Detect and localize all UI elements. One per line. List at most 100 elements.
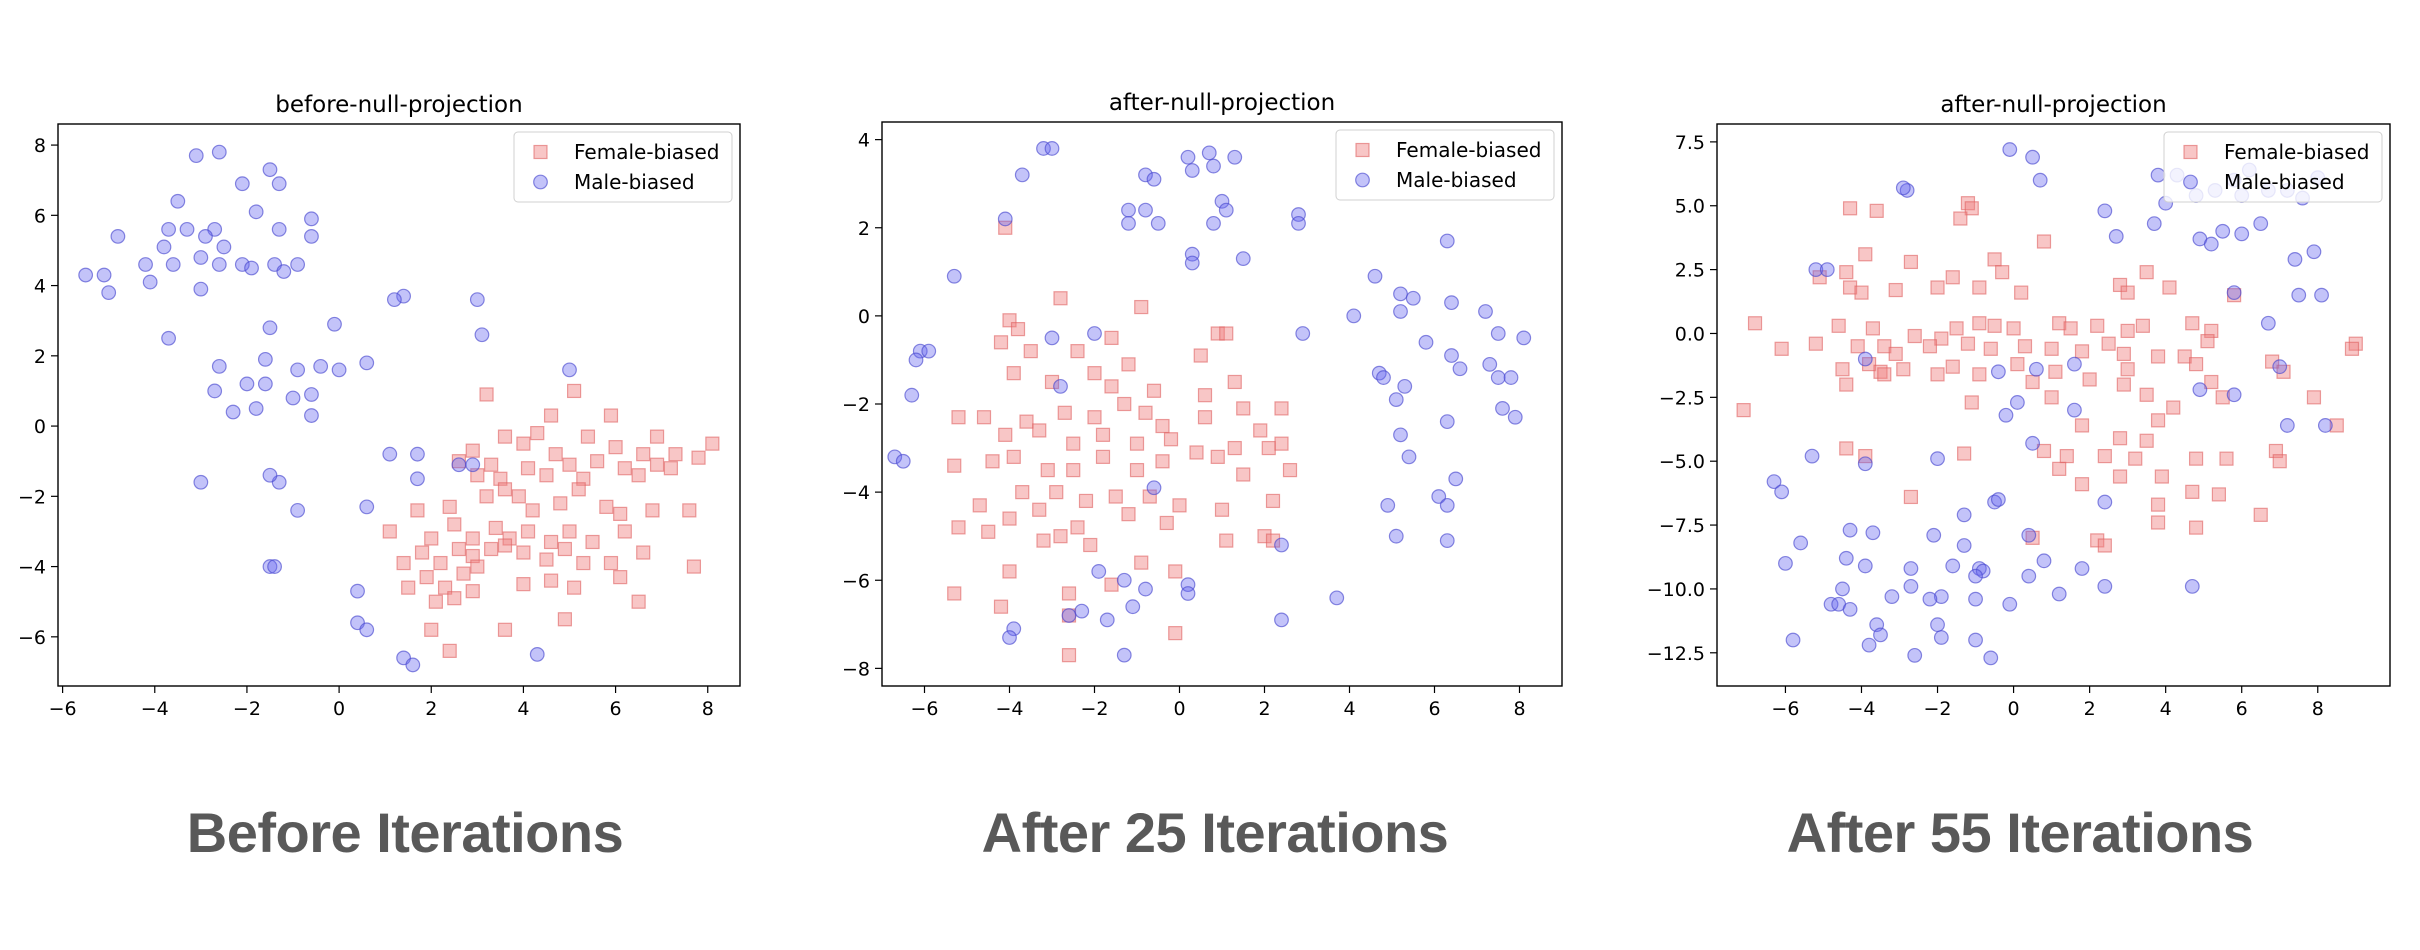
female-biased-point (396, 555, 411, 571)
male-biased-point (2306, 244, 2322, 260)
male-biased-point (1405, 290, 1421, 306)
female-biased-point (691, 450, 706, 465)
female-biased-point (530, 426, 545, 441)
female-biased-point (1044, 374, 1060, 390)
female-biased-point (433, 555, 448, 571)
male-biased-point (1808, 262, 1824, 278)
female-biased-point (1002, 511, 1017, 526)
female-biased-point (2097, 538, 2112, 553)
female-biased-point (1019, 414, 1034, 429)
male-biased-point (1439, 414, 1455, 430)
male-biased-point (2002, 596, 2018, 612)
female-biased-point (2215, 390, 2230, 405)
male-biased-point (179, 221, 195, 237)
female-biased-point (1945, 359, 1960, 374)
male-biased-point (331, 362, 347, 378)
x-tick-label: −2 (1080, 698, 1108, 720)
male-biased-point (1857, 456, 1873, 472)
male-biased-point (2234, 226, 2250, 242)
male-biased-point (1439, 233, 1455, 249)
male-biased-point (1053, 378, 1068, 394)
male-biased-point (1116, 647, 1132, 663)
male-biased-point (1180, 149, 1196, 165)
male-biased-point (1439, 497, 1455, 513)
female-biased-point (1078, 493, 1094, 509)
female-biased-point (548, 447, 563, 462)
female-biased-point (2063, 321, 2078, 336)
x-tick-label: 4 (1343, 698, 1355, 720)
female-biased-point (1197, 388, 1213, 403)
male-biased-point (2051, 586, 2067, 602)
female-biased-point (1095, 449, 1111, 464)
male-biased-point (271, 221, 287, 237)
female-biased-point (1087, 366, 1102, 381)
plot-frame (57, 123, 741, 687)
male-biased-point (1444, 295, 1459, 311)
male-biased-point (1014, 167, 1030, 183)
y-tick-label: 2 (34, 346, 46, 368)
female-biased-point (1108, 489, 1123, 504)
female-biased-point (465, 548, 480, 564)
male-biased-point (211, 358, 227, 374)
female-biased-point (1061, 648, 1077, 663)
female-biased-point (1964, 201, 1979, 216)
legend-label: Male-biased (2224, 170, 2345, 194)
female-biased-point (484, 457, 499, 472)
male-biased-point (1968, 591, 1983, 607)
male-biased-point (2192, 382, 2208, 398)
female-biased-point (1070, 344, 1085, 359)
male-biased-point (359, 355, 375, 371)
male-biased-point (96, 267, 112, 283)
female-biased-point (479, 489, 494, 504)
male-biased-point (290, 257, 306, 272)
male-biased-point (2032, 172, 2048, 188)
female-biased-point (2074, 477, 2090, 492)
scatter-chart-before: before-null-projection −6 −4 −2 0 2 4 6 8 −6 −4 −2 0… (18, 92, 741, 720)
female-biased-point (617, 461, 632, 476)
male-biased-point (1835, 581, 1850, 597)
female-biased-point (1163, 432, 1179, 447)
female-biased-point (1930, 367, 1945, 382)
female-biased-point (1888, 346, 1903, 362)
y-tick-label: −8 (842, 658, 870, 680)
female-biased-point (590, 454, 605, 469)
scatter-chart-after-25: after-null-projection −6 −4 −2 0 2 4 6 8 −8 −6 −4 −2… (842, 90, 1563, 720)
female-biased-point (2188, 520, 2204, 535)
female-biased-point (1142, 489, 1157, 504)
female-biased-point (951, 410, 966, 425)
female-biased-point (2265, 354, 2280, 369)
caption-after-55: After 55 Iterations (1786, 801, 2254, 864)
female-biased-point (1858, 247, 1873, 262)
male-biased-point (1274, 612, 1289, 628)
male-biased-point (1842, 522, 1858, 538)
male-biased-point (2002, 142, 2018, 157)
legend-label: Female-biased (574, 140, 719, 164)
female-biased-point (424, 531, 439, 546)
male-biased-point (1401, 449, 1417, 465)
female-biased-point (2139, 265, 2154, 280)
male-biased-point (405, 657, 421, 673)
male-biased-point (285, 390, 301, 406)
female-biased-point (1006, 449, 1021, 464)
y-tick-label: 4 (858, 130, 870, 152)
female-biased-point (608, 440, 623, 455)
y-tick-label: −6 (18, 627, 46, 649)
male-biased-point (327, 316, 342, 332)
male-biased-point (1388, 392, 1404, 407)
female-biased-point (1987, 252, 2002, 267)
male-biased-point (165, 257, 181, 272)
female-biased-point (631, 468, 646, 483)
female-biased-point (447, 591, 462, 606)
male-biased-point (239, 376, 255, 392)
female-biased-point (2150, 349, 2166, 364)
male-biased-point (1431, 489, 1447, 504)
female-biased-point (1010, 321, 1026, 337)
female-biased-point (580, 429, 596, 444)
female-biased-point (1104, 577, 1119, 592)
male-biased-point (1184, 163, 1200, 178)
female-biased-point (1747, 316, 1763, 331)
male-biased-point (1002, 630, 1017, 645)
male-biased-point (529, 646, 545, 662)
female-biased-point (2185, 316, 2200, 331)
male-biased-point (2146, 216, 2162, 232)
